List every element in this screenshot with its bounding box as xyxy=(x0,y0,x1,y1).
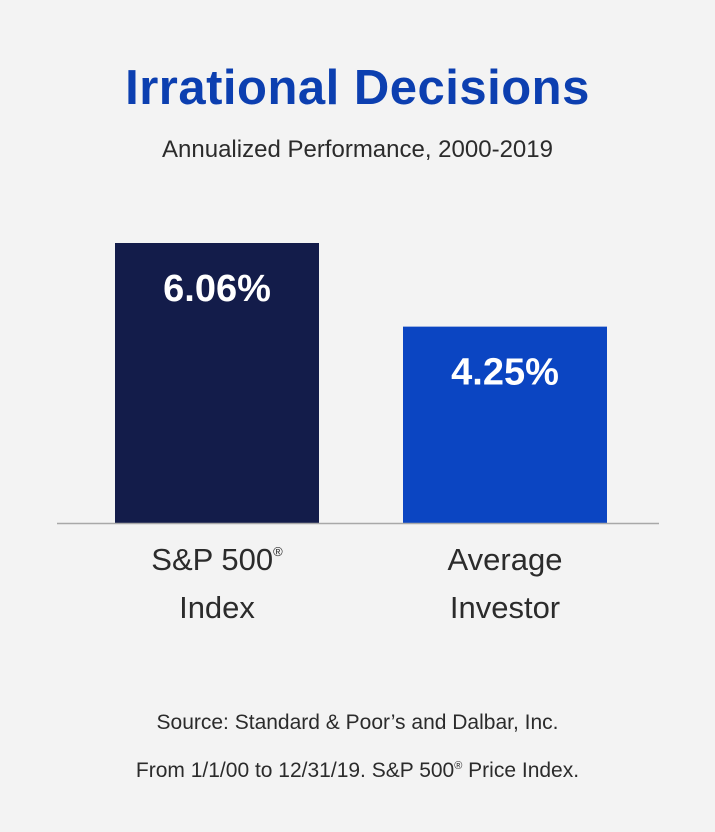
source-note: Source: Standard & Poor’s and Dalbar, In… xyxy=(156,711,559,734)
bar-1 xyxy=(115,243,319,523)
chart-title: Irrational Decisions xyxy=(125,61,590,115)
registered-mark: ® xyxy=(273,544,283,559)
bar-2 xyxy=(403,326,607,523)
bar-value-label-1: 6.06% xyxy=(163,268,271,310)
date-range-text: From 1/1/00 to 12/31/19. S&P 500 xyxy=(135,759,455,782)
price-index-text: Price Index. xyxy=(462,759,580,782)
chart-subtitle: Annualized Performance, 2000-2019 xyxy=(162,136,553,163)
bar-chart: 6.06% S&P 500® Index 4.25% Average Investor xyxy=(57,243,659,625)
category-label-1-line2: Index xyxy=(179,590,255,625)
bar-value-label-2: 4.25% xyxy=(451,352,559,394)
category-label-2-line2: Investor xyxy=(450,590,560,625)
date-range-note: From 1/1/00 to 12/31/19. S&P 500® Price … xyxy=(0,758,715,783)
category-label-2-line1: Average xyxy=(448,542,563,577)
registered-mark: ® xyxy=(454,760,463,772)
category-label-1-line1: S&P 500® xyxy=(151,542,283,577)
